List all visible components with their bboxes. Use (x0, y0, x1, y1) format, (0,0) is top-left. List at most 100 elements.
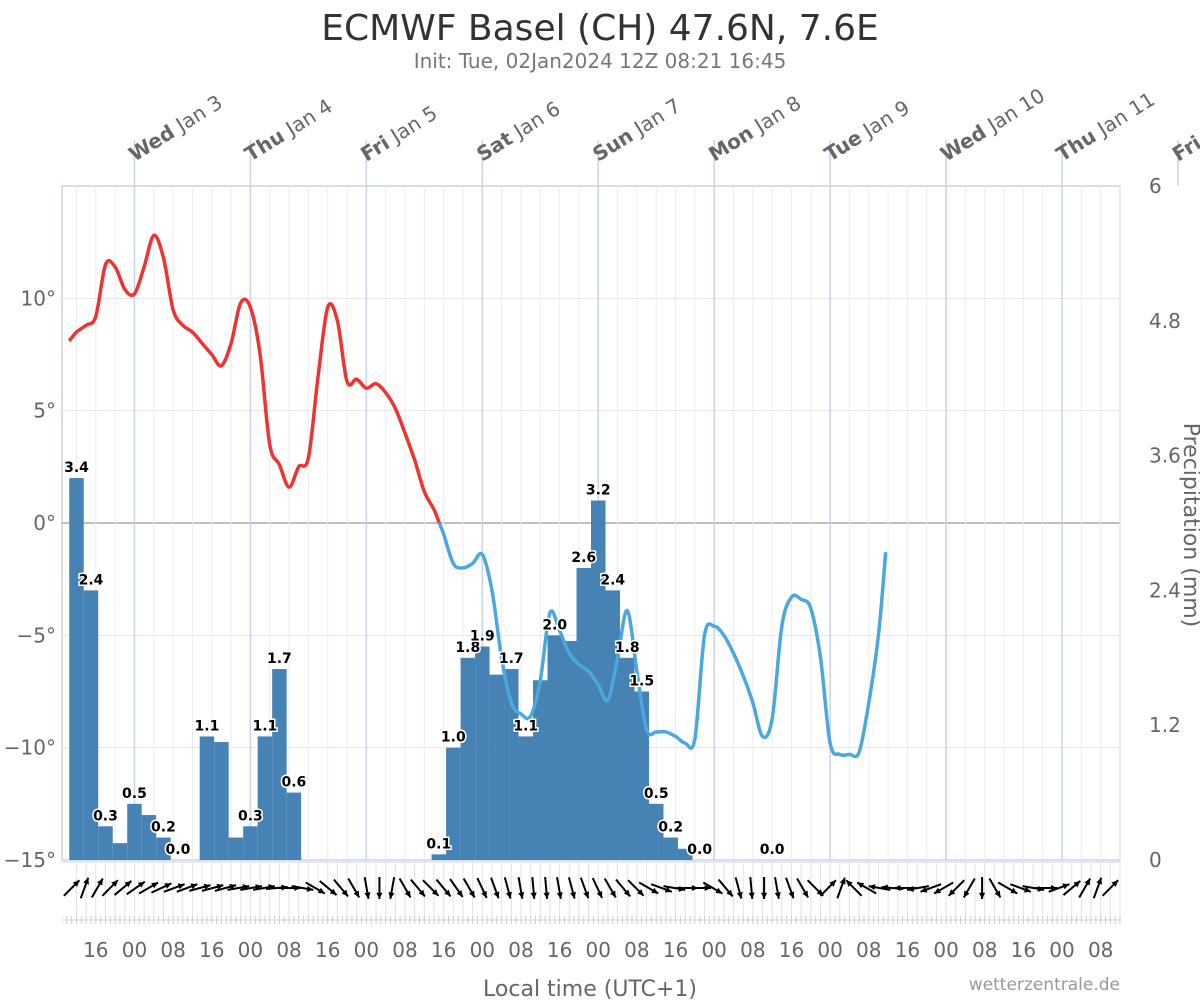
precip-value-label: 0.0 (166, 842, 191, 858)
precip-bar (591, 500, 606, 860)
precip-bar (460, 657, 476, 860)
precip-value-label: 3.2 (586, 483, 611, 499)
precip-value-label: 0.3 (238, 808, 263, 824)
x-tick-label: 16 (663, 938, 688, 962)
wind-arrow (988, 877, 1002, 899)
wind-arrow-head (111, 880, 118, 887)
precip-bar (518, 736, 534, 860)
wind-arrow (476, 877, 488, 899)
wind-arrow-head (726, 889, 733, 897)
x-tick-label: 08 (392, 938, 417, 962)
x-tick-label: 08 (1088, 938, 1113, 962)
precip-value-label: 1.8 (615, 640, 640, 656)
wind-arrow (785, 877, 795, 899)
wind-arrow-head (774, 892, 781, 899)
wind-arrow-head (609, 890, 616, 898)
wind-arrow-head (505, 891, 512, 899)
wind-arrow-head (83, 877, 89, 885)
x-tick-label: 08 (276, 938, 301, 962)
x-tick-label: 16 (895, 938, 920, 962)
precip-value-label: 0.2 (658, 820, 683, 836)
wind-arrow-head (570, 891, 576, 899)
precip-value-label: 1.7 (499, 651, 524, 667)
y-right-tick-label: 3.6 (1149, 444, 1181, 468)
wind-arrow (319, 880, 338, 896)
x-tick-label: 00 (122, 938, 147, 962)
precip-bar (214, 742, 229, 860)
x-tick-label: 08 (160, 938, 185, 962)
wind-arrow-head (1111, 880, 1119, 887)
wind-arrow-head (857, 882, 865, 889)
wind-arrow-head (1062, 883, 1070, 890)
wind-arrow-head (920, 886, 928, 893)
precip-bar (475, 646, 490, 860)
temperature-line-below-zero (437, 522, 888, 759)
wind-arrow-head (317, 887, 325, 894)
wind-arrow (591, 877, 603, 899)
wind-arrow-head (802, 890, 809, 898)
wind-arrow (796, 877, 809, 899)
precip-value-label: 1.5 (629, 674, 654, 690)
wind-arrow-head (839, 877, 846, 885)
wind-arrow-head (203, 883, 211, 890)
precip-bar (533, 680, 548, 860)
wind-arrow-head (481, 890, 487, 898)
wind-arrow (1092, 877, 1103, 899)
wind-arrow (947, 879, 965, 897)
y-left-tick-label: −10° (4, 736, 56, 760)
wind-arrow-head (1023, 886, 1031, 893)
wind-arrow (101, 879, 119, 897)
wind-arrow-head (623, 889, 631, 897)
precip-value-label: 0.6 (281, 775, 306, 791)
x-tick-label: 08 (508, 938, 533, 962)
precip-value-label: 1.9 (470, 629, 495, 645)
precip-value-label: 3.4 (64, 460, 89, 476)
wind-arrow-head (829, 880, 837, 887)
wind-arrow-head (907, 885, 914, 892)
precip-bar (576, 567, 591, 860)
wind-arrow (819, 879, 837, 897)
precip-value-label: 2.0 (542, 617, 567, 633)
wind-arrow-head (715, 887, 723, 894)
precip-bar (228, 837, 244, 860)
x-tick-label: 00 (238, 938, 263, 962)
precip-value-label: 2.4 (79, 572, 104, 588)
wind-arrow (63, 879, 81, 897)
precip-value-label: 0.5 (644, 786, 669, 802)
precip-bar (431, 854, 447, 860)
wind-arrow-head (151, 882, 159, 889)
precip-bar (199, 736, 215, 860)
precip-bar (446, 747, 461, 860)
wind-arrow (650, 883, 673, 893)
wind-arrows (62, 861, 1121, 918)
x-tick-label: 08 (624, 938, 649, 962)
wind-arrow (962, 877, 976, 899)
wind-arrow-head (388, 892, 395, 899)
wind-arrow (845, 879, 863, 897)
precip-value-label: 1.0 (441, 730, 466, 746)
wind-arrow-head (948, 889, 956, 896)
wind-arrow (388, 876, 396, 900)
right-axis-title: Precipitation (mm) (1178, 423, 1200, 628)
wind-arrow-head (456, 890, 463, 898)
wind-arrow (90, 877, 104, 899)
wind-arrow (201, 883, 224, 892)
y-axes: −15° −10° −5° 0° 5° 10° 0 1.2 2.4 3.6 4.8 6 (4, 174, 1181, 872)
precip-value-label: 0.2 (151, 820, 176, 836)
precip-value-label: 0.1 (426, 836, 451, 852)
precip-bar (562, 640, 577, 860)
x-tick-label: 00 (817, 938, 842, 962)
precip-bar (98, 826, 113, 860)
wind-arrow (734, 877, 743, 899)
precip-bar (504, 669, 519, 860)
precip-bar (648, 803, 664, 860)
wind-arrow (363, 876, 371, 900)
x-tick-label: 00 (354, 938, 379, 962)
wind-arrow-head (164, 883, 172, 889)
wind-arrow-head (1073, 880, 1081, 888)
precip-value-label: 1.8 (455, 640, 480, 656)
wind-arrow-head (543, 892, 550, 899)
wind-arrow-head (881, 884, 888, 891)
wind-arrow (1101, 879, 1119, 897)
wind-arrow-head (229, 883, 237, 890)
